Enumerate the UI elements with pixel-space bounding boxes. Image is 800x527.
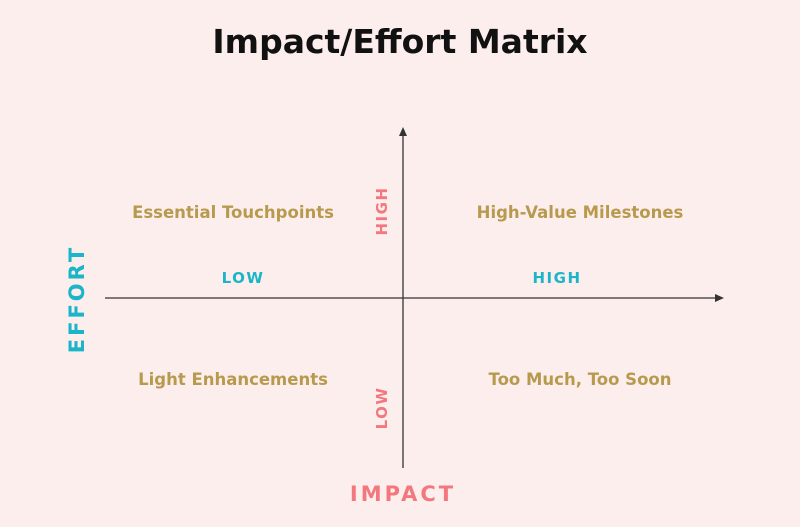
impact-high-label: HIGH <box>373 186 391 236</box>
quadrant-bottom-right-label: Too Much, Too Soon <box>488 370 672 389</box>
impact-low-label: LOW <box>373 386 391 430</box>
effort-axis-label: EFFORT <box>65 244 89 354</box>
vertical-axis-arrowhead <box>399 127 407 136</box>
quadrant-bottom-left-label: Light Enhancements <box>138 370 328 389</box>
impact-axis-label: IMPACT <box>349 482 457 506</box>
horizontal-axis-arrowhead <box>715 294 724 302</box>
quadrant-top-left-label: Essential Touchpoints <box>132 203 334 222</box>
quadrant-top-right-label: High-Value Milestones <box>476 203 684 222</box>
effort-high-label: HIGH <box>532 269 582 287</box>
page-title: Impact/Effort Matrix <box>212 22 588 61</box>
effort-low-label: LOW <box>221 269 265 287</box>
